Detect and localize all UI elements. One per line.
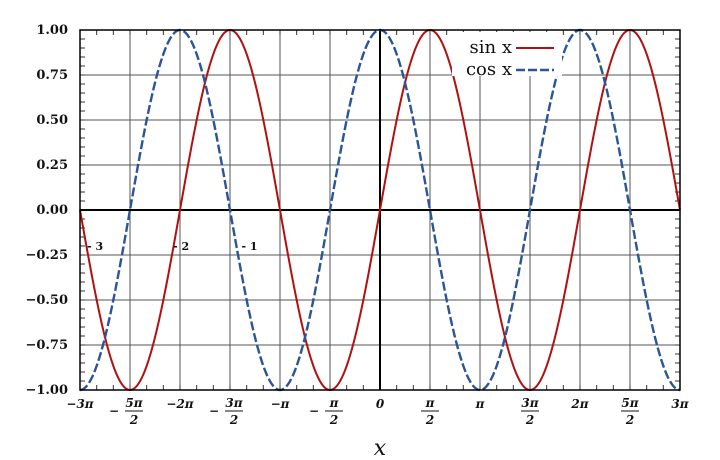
y-tick-label: −0.25 [25,248,68,263]
x-tick-fraction: 5π2 [620,396,639,427]
series-sin-line [79,28,681,392]
inner-label: - 3 [87,240,103,253]
x-tick-fraction: −3π 2 [209,396,243,427]
inner-label: - 1 [242,240,258,253]
y-tick-label: 0.75 [36,68,68,83]
plot-frame [79,29,681,391]
x-tick-fraction: −π 2 [309,396,343,427]
x-tick-numerator: 3π [521,396,538,410]
x-tick-label: 3π [671,397,688,411]
y-tick-label: −0.50 [25,293,68,308]
x-tick-fraction: −5π 2 [109,396,144,427]
plot-frame-rect [79,29,681,391]
x-tick-numerator: 5π [125,396,142,410]
legend-label: cos x [466,59,512,80]
inner-labels: - 3 - 2 - 1 [87,240,257,253]
x-tick-label: −2π [166,397,193,411]
x-tick-sign: − [309,404,319,418]
y-tick-label: 0.50 [36,113,68,128]
x-tick-denominator: 2 [229,413,238,427]
y-tick-label: −1.00 [25,383,68,398]
x-tick-numerator: 3π [225,396,242,410]
x-tick-numerator: π [329,396,339,410]
x-tick-denominator: 2 [129,413,138,427]
x-tick-label: −3π [66,397,93,411]
x-tick-denominator: 2 [525,413,534,427]
x-tick-denominator: 2 [625,413,634,427]
x-tick-sign: − [209,404,219,418]
x-tick-label: π [475,397,485,411]
y-tick-labels: 1.00 0.75 0.50 0.25 0.00 −0.25 −0.50 −0.75 −1.00 [25,23,68,398]
y-tick-label: 1.00 [36,23,68,38]
x-tick-fraction: π2 [421,396,440,427]
x-tick-denominator: 2 [329,413,338,427]
x-tick-fraction: 3π2 [521,396,539,427]
x-axis-label: x [374,436,387,460]
x-tick-label: 2π [570,397,588,411]
y-tick-label: 0.25 [36,158,68,173]
x-tick-label: 0 [376,397,385,411]
legend-background [452,32,562,76]
y-tick-label: −0.75 [25,338,68,353]
legend-label: sin x [470,37,512,58]
inner-label: - 2 [173,240,189,253]
x-tick-label: −π [271,397,290,411]
x-tick-denominator: 2 [425,413,434,427]
x-tick-numerator: π [425,396,435,410]
x-tick-sign: − [109,404,119,418]
x-tick-numerator: 5π [621,396,638,410]
y-tick-label: 0.00 [36,203,68,218]
